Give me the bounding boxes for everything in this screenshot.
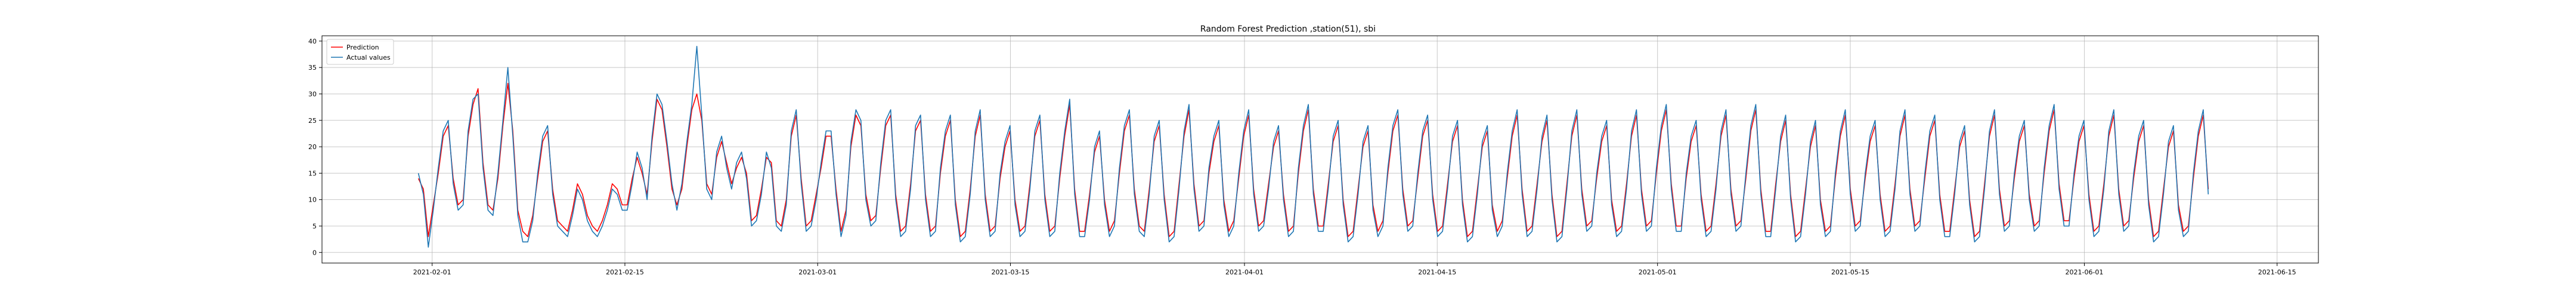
- y-tick-label: 0: [312, 249, 317, 256]
- x-tick-label: 2021-05-15: [1831, 268, 1869, 276]
- legend-label: Actual values: [346, 54, 391, 61]
- y-tick-label: 40: [308, 38, 317, 45]
- x-tick-label: 2021-04-15: [1418, 268, 1456, 276]
- y-tick-label: 5: [312, 222, 317, 230]
- chart-title: Random Forest Prediction ,station(51), s…: [1200, 24, 1376, 34]
- y-tick-label: 25: [308, 117, 317, 125]
- y-axis: 0 5 10 15 20 25 30 35 40: [308, 38, 322, 256]
- y-tick-label: 35: [308, 64, 317, 72]
- legend-label: Prediction: [346, 44, 379, 51]
- series-line-actual-values: [417, 45, 2209, 248]
- x-tick-label: 2021-03-01: [798, 268, 837, 276]
- x-axis: 2021-02-01 2021-02-15 2021-03-01 2021-03-15…: [413, 263, 2296, 276]
- grid-lines: [322, 36, 2318, 263]
- x-tick-label: 2021-04-01: [1225, 268, 1264, 276]
- series-layer: [417, 45, 2209, 248]
- x-tick-label: 2021-03-15: [992, 268, 1030, 276]
- x-tick-label: 2021-02-15: [606, 268, 644, 276]
- y-tick-label: 15: [308, 169, 317, 177]
- series-line-prediction: [417, 82, 2209, 237]
- y-tick-label: 20: [308, 143, 317, 151]
- y-tick-label: 30: [308, 90, 317, 98]
- x-tick-label: 2021-05-01: [1639, 268, 1677, 276]
- y-tick-label: 10: [308, 196, 317, 204]
- x-tick-label: 2021-06-15: [2258, 268, 2296, 276]
- legend-box: [326, 39, 394, 65]
- plot-area-frame: [321, 35, 2319, 264]
- legend: Prediction Actual values: [326, 39, 394, 65]
- x-tick-label: 2021-02-01: [413, 268, 451, 276]
- x-tick-label: 2021-06-01: [2066, 268, 2104, 276]
